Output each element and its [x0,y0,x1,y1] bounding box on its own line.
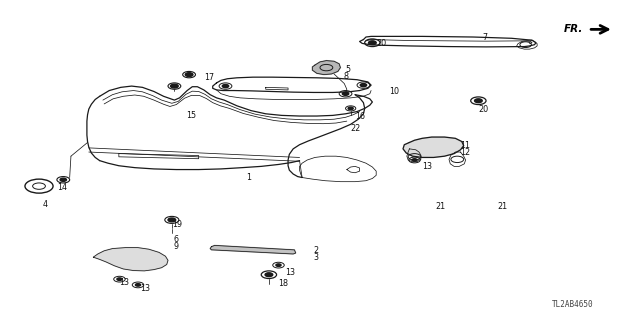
Circle shape [117,278,122,280]
Text: 13: 13 [120,278,129,287]
Circle shape [168,218,175,222]
Text: 21: 21 [497,202,508,211]
Polygon shape [403,137,464,157]
Text: 13: 13 [285,268,295,277]
Circle shape [136,284,141,286]
Text: 8: 8 [344,72,349,81]
Text: 22: 22 [351,124,361,133]
Circle shape [348,107,353,110]
Text: 4: 4 [42,200,47,209]
Text: 18: 18 [278,279,288,288]
Text: 1: 1 [246,173,252,182]
Polygon shape [93,248,168,271]
Polygon shape [312,60,340,75]
Circle shape [171,84,178,88]
Text: 9: 9 [173,242,179,251]
Text: 13: 13 [422,162,432,171]
Text: 3: 3 [314,253,319,262]
Circle shape [60,178,67,181]
Circle shape [185,73,193,76]
Text: 2: 2 [314,246,319,255]
Text: 14: 14 [57,183,67,192]
Text: 15: 15 [186,111,196,120]
Circle shape [265,273,273,276]
Text: 19: 19 [172,220,182,229]
Text: 12: 12 [461,148,470,156]
Text: 10: 10 [389,87,399,96]
Text: TL2AB4650: TL2AB4650 [552,300,593,308]
Text: 6: 6 [173,235,178,244]
Circle shape [360,84,367,87]
Circle shape [474,99,482,103]
Polygon shape [210,245,296,254]
Circle shape [412,159,417,161]
Circle shape [342,92,349,95]
Circle shape [222,84,228,88]
Text: 16: 16 [355,112,365,121]
Text: 21: 21 [435,202,445,211]
Text: 5: 5 [346,65,351,74]
Text: 13: 13 [140,284,150,293]
Text: 20: 20 [478,105,488,114]
Text: 11: 11 [461,141,470,150]
Text: 7: 7 [483,33,488,42]
Text: 17: 17 [204,73,214,82]
Text: FR.: FR. [564,24,583,34]
Circle shape [276,264,281,267]
Text: 20: 20 [376,39,387,48]
Circle shape [369,41,376,45]
